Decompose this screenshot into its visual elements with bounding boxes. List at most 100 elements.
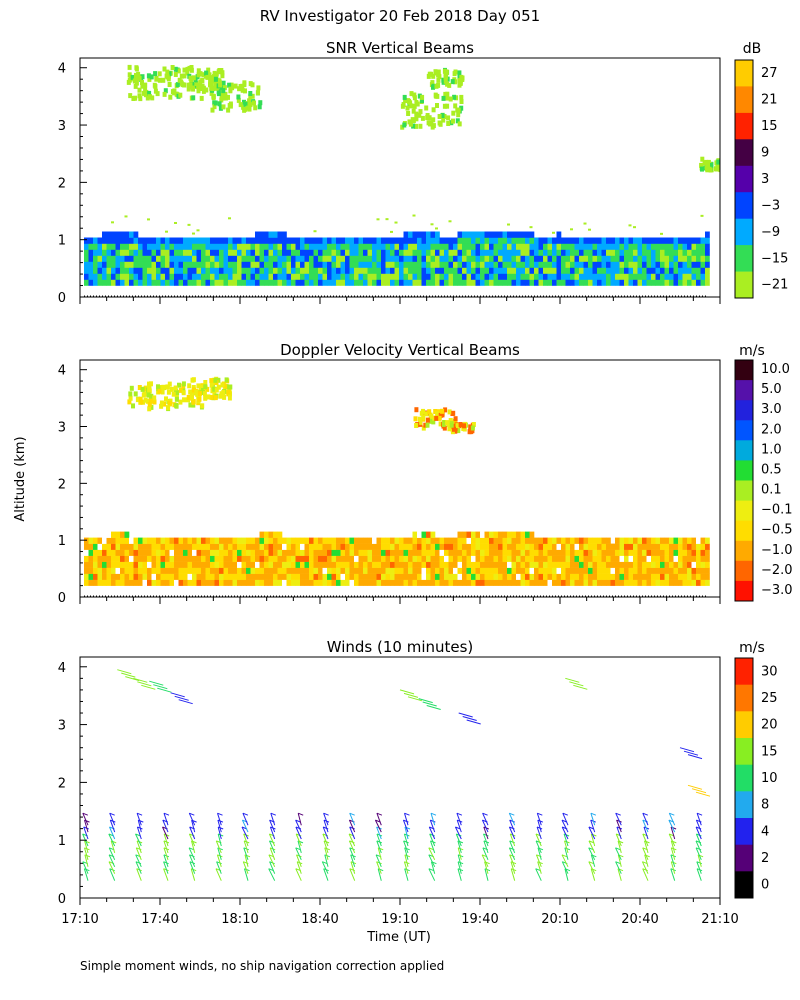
heatmap-cell <box>129 267 134 274</box>
heatmap-cell <box>529 226 533 229</box>
heatmap-cell <box>520 567 526 574</box>
heatmap-cell <box>304 543 310 550</box>
heatmap-cell <box>340 573 346 580</box>
heatmap-cell <box>628 573 634 580</box>
heatmap-cell <box>493 579 499 586</box>
heatmap-cell <box>412 243 418 250</box>
heatmap-cell <box>651 261 656 268</box>
heatmap-cell <box>210 261 215 268</box>
colorbar-swatch <box>735 738 753 766</box>
heatmap-cell <box>439 573 445 580</box>
heatmap-cell <box>138 261 143 268</box>
heatmap-cell <box>264 561 269 568</box>
heatmap-cell <box>318 279 323 286</box>
heatmap-cell <box>309 279 314 286</box>
heatmap-cell <box>431 117 436 123</box>
heatmap-cell <box>466 579 472 586</box>
heatmap-cell <box>448 561 454 568</box>
wind-barb <box>482 812 489 826</box>
heatmap-cell <box>430 573 436 580</box>
heatmap-cell <box>445 95 449 101</box>
heatmap-cell <box>565 237 571 244</box>
heatmap-cell <box>507 579 512 586</box>
heatmap-cell <box>421 573 427 580</box>
heatmap-cell <box>444 555 449 562</box>
heatmap-cell <box>556 543 562 550</box>
heatmap-cell <box>205 573 211 580</box>
heatmap-cell <box>259 567 265 574</box>
heatmap-cell <box>376 261 382 268</box>
heatmap-cell <box>322 561 328 568</box>
heatmap-cell <box>718 164 720 170</box>
wind-barb <box>243 847 249 860</box>
wind-barb <box>243 833 249 847</box>
heatmap-cell <box>178 549 184 556</box>
heatmap-cell <box>498 267 503 274</box>
heatmap-cell <box>610 237 616 244</box>
heatmap-cell <box>466 573 472 580</box>
wind-barb <box>135 847 142 860</box>
heatmap-cell <box>169 579 175 586</box>
heatmap-cell <box>93 543 98 550</box>
heatmap-cell <box>444 261 449 268</box>
heatmap-cell <box>462 561 467 568</box>
heatmap-cell <box>687 555 692 562</box>
heatmap-cell <box>673 279 679 286</box>
heatmap-cell <box>327 537 332 544</box>
heatmap-cell <box>601 267 607 274</box>
wind-barb <box>695 840 702 854</box>
heatmap-cell <box>543 543 548 550</box>
heatmap-cell <box>628 549 634 556</box>
heatmap-cell <box>201 237 206 244</box>
heatmap-cell <box>669 267 674 274</box>
heatmap-cell <box>153 88 158 94</box>
heatmap-cell <box>340 255 346 262</box>
heatmap-cell <box>250 579 256 586</box>
heatmap-cell <box>363 573 368 580</box>
heatmap-cell <box>426 579 431 586</box>
heatmap-cell <box>493 255 499 262</box>
heatmap-cell <box>363 555 368 562</box>
heatmap-cell <box>137 385 142 390</box>
heatmap-cell <box>178 249 184 256</box>
y-tick-label: 3 <box>58 119 66 134</box>
wind-barb <box>483 826 489 840</box>
heatmap-cell <box>651 561 656 568</box>
heatmap-cell <box>418 419 423 425</box>
heatmap-cell <box>102 279 107 286</box>
heatmap-cell <box>182 73 187 79</box>
colorbar-swatch <box>735 764 753 792</box>
heatmap-cell <box>153 71 158 77</box>
heatmap-cell <box>457 273 463 280</box>
heatmap-cell <box>340 267 346 274</box>
wind-barb-flag <box>509 819 515 823</box>
wind-barb <box>244 854 249 867</box>
heatmap-cell <box>178 279 184 286</box>
heatmap-cell <box>354 243 359 250</box>
heatmap-cell <box>457 543 463 550</box>
heatmap-cell <box>196 267 202 274</box>
colorbar-label: 10.0 <box>761 362 790 377</box>
heatmap-cell <box>140 74 145 80</box>
heatmap-cell <box>429 414 434 419</box>
heatmap-cell <box>660 267 665 274</box>
heatmap-cell <box>165 561 170 568</box>
heatmap-cell <box>160 543 166 550</box>
heatmap-cell <box>511 543 517 550</box>
heatmap-cell <box>444 237 449 244</box>
heatmap-cell <box>507 279 512 286</box>
heatmap-cell <box>700 261 706 268</box>
wind-barb <box>404 847 409 860</box>
heatmap-cell <box>111 273 116 280</box>
heatmap-cell <box>507 237 512 244</box>
heatmap-cell <box>286 237 292 244</box>
heatmap-cell <box>430 237 436 244</box>
heatmap-cell <box>201 573 206 580</box>
heatmap-cell <box>579 561 584 568</box>
heatmap-cell <box>187 543 193 550</box>
heatmap-cell <box>439 279 445 286</box>
heatmap-cell <box>196 68 201 74</box>
heatmap-cell <box>628 579 634 586</box>
heatmap-cell <box>426 279 431 286</box>
heatmap-cell <box>696 573 701 580</box>
